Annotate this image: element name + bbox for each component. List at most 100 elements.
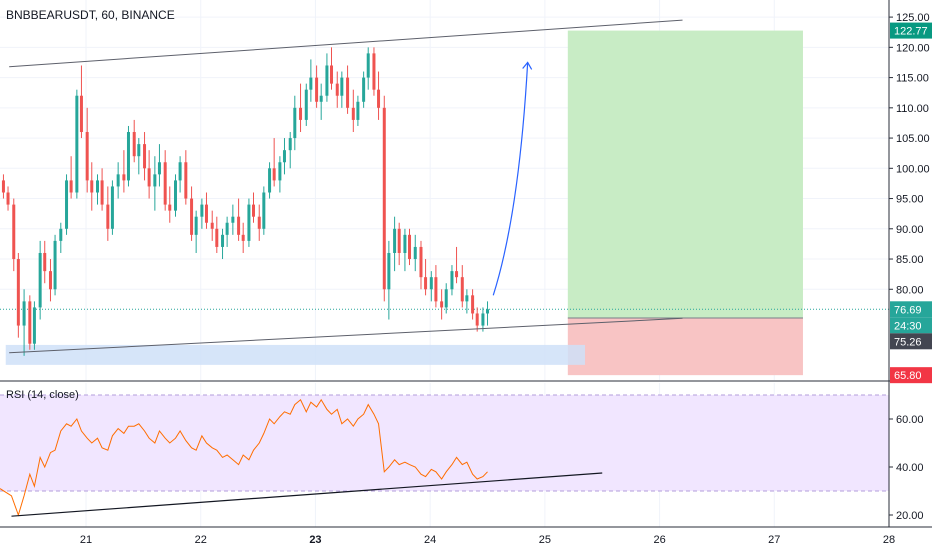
candle-body: [96, 180, 100, 193]
price-badge-text: 24:30: [894, 320, 922, 332]
price-badge: [890, 367, 932, 384]
candle-body: [210, 222, 214, 229]
candle-body: [247, 204, 251, 241]
price-tick-label: 110.00: [896, 103, 929, 115]
candle-body: [387, 252, 391, 290]
price-labels: 122.77 76.69 24:30 75.26 65.80: [890, 22, 932, 384]
forecast-arrow-head: [522, 61, 533, 70]
channel-lower-line[interactable]: [9, 317, 683, 354]
candle-body: [408, 234, 412, 260]
candle-body: [200, 204, 204, 217]
candle-body: [90, 180, 94, 193]
time-tick-label: 26: [653, 534, 665, 546]
price-tick-label: 80.00: [896, 284, 924, 296]
position-zones: [0, 30, 889, 376]
candle-body: [204, 204, 208, 223]
candle-body: [237, 216, 241, 235]
drawing-tools[interactable]: [9, 19, 683, 354]
time-tick-label: 27: [768, 534, 780, 546]
candle-body: [38, 252, 42, 308]
candle-body: [168, 204, 172, 211]
candle-body: [444, 289, 448, 308]
rsi-tick-label: 20.00: [896, 510, 924, 522]
price-tick-label: 100.00: [896, 163, 930, 175]
candle-body: [122, 174, 126, 181]
price-badge: [890, 317, 932, 334]
candle-body: [252, 204, 256, 217]
rsi-indicator: [0, 394, 889, 517]
time-tick-label: 23: [309, 534, 321, 546]
candle-body: [282, 150, 286, 163]
candle-body: [231, 216, 235, 223]
rsi-band: [0, 395, 889, 491]
candle-body: [471, 295, 475, 314]
price-tick-label: 125.00: [896, 12, 930, 24]
candle-body: [424, 277, 428, 290]
price-badge-text: 76.69: [894, 304, 922, 316]
candle-body: [356, 101, 360, 120]
price-badge-text: 75.26: [894, 336, 922, 348]
candle-body: [382, 107, 386, 290]
candle-body: [153, 174, 157, 187]
candle-body: [403, 234, 407, 253]
time-axis[interactable]: 21 22 23 24 25 26 27 28: [80, 534, 895, 546]
candle-body: [106, 204, 110, 229]
candle-body: [377, 89, 381, 108]
price-badge: [890, 301, 932, 318]
price-tick-label: 120.00: [896, 42, 930, 54]
candle-body: [157, 162, 161, 175]
forecast-arrow[interactable]: [492, 62, 529, 296]
candle-body: [12, 204, 16, 260]
candle-body: [434, 277, 438, 302]
candle-body: [116, 174, 120, 187]
loss-zone: [567, 317, 803, 376]
candle-body: [319, 95, 323, 102]
candle-body: [132, 132, 136, 157]
candlestick-series: [1, 47, 490, 356]
candle-body: [137, 144, 141, 157]
price-tick-label: 115.00: [896, 73, 929, 85]
candle-body: [346, 77, 350, 108]
time-tick-label: 25: [539, 534, 551, 546]
candle-body: [335, 83, 339, 96]
profit-zone: [567, 30, 803, 318]
candle-body: [163, 162, 167, 205]
candle-body: [48, 271, 52, 290]
candle-body: [309, 77, 313, 90]
candle-body: [85, 132, 89, 181]
rsi-trendline: [11, 472, 603, 517]
candle-body: [69, 180, 73, 193]
candle-body: [440, 301, 444, 308]
channel-upper-line[interactable]: [9, 19, 683, 68]
price-axes[interactable]: 125.00 120.00 115.00 110.00 105.00 100.00 95.0…: [0, 0, 932, 528]
candle-body: [481, 313, 485, 326]
candle-body: [194, 216, 198, 235]
candle-body: [221, 234, 225, 247]
candle-body: [315, 77, 319, 102]
candle-body: [100, 180, 104, 205]
price-badge: [890, 333, 932, 350]
candle-body: [241, 234, 245, 241]
candle-body: [486, 309, 490, 314]
support-zone: [5, 344, 586, 365]
candle-body: [59, 228, 63, 241]
candle-body: [465, 295, 469, 302]
candle-body: [272, 168, 276, 181]
price-badge-text: 122.77: [894, 26, 928, 38]
time-tick-label: 24: [424, 534, 436, 546]
price-tick-label: 105.00: [896, 133, 930, 145]
price-tick-label: 95.00: [896, 194, 924, 206]
rsi-tick-label: 60.00: [896, 414, 924, 426]
candle-body: [79, 95, 83, 133]
candle-body: [174, 180, 178, 211]
candle-body: [278, 162, 282, 181]
candle-body: [268, 168, 272, 193]
candle-body: [397, 228, 401, 253]
price-tick-label: 85.00: [896, 254, 924, 266]
candle-body: [299, 107, 303, 120]
candle-body: [362, 77, 366, 102]
candle-body: [304, 89, 308, 120]
candle-body: [340, 77, 344, 96]
candle-body: [6, 192, 10, 205]
